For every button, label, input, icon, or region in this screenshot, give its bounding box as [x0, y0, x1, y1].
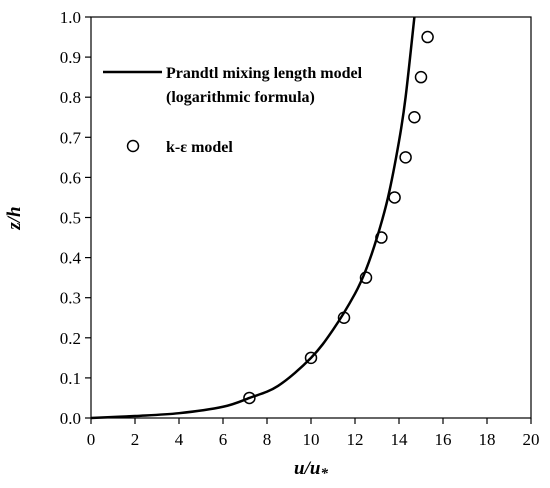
legend: Prandtl mixing length model (logarithmic…: [103, 65, 363, 156]
y-axis-title: z/h: [4, 206, 25, 230]
x-tick-label: 0: [87, 430, 96, 449]
k-epsilon-point: [399, 151, 412, 164]
y-tick-label: 0.1: [60, 369, 81, 388]
k-epsilon-point: [375, 231, 388, 244]
y-tick-label: 0.7: [60, 128, 82, 147]
x-axis-title-main: u/u: [294, 458, 320, 479]
k-epsilon-point: [359, 271, 373, 284]
y-tick-label: 0.8: [60, 88, 81, 107]
k-epsilon-point: [388, 191, 401, 204]
legend-label-k-epsilon: k-ε model: [166, 139, 233, 156]
legend-marker-swatch: [126, 139, 140, 153]
x-tick-label: 20: [523, 430, 540, 449]
k-epsilon-point: [304, 351, 318, 365]
k-epsilon-point: [337, 311, 351, 324]
k-epsilon-marker-layer: [243, 30, 434, 405]
x-tick-label: 16: [435, 430, 452, 449]
x-axis-ticks: 0 2 4 6 8 10 12 14 16 18 20: [87, 418, 540, 449]
k-epsilon-point: [414, 70, 428, 84]
x-tick-label: 10: [303, 430, 320, 449]
x-tick-label: 14: [391, 430, 409, 449]
x-tick-label: 12: [347, 430, 364, 449]
k-epsilon-point: [243, 391, 256, 405]
k-epsilon-point: [421, 30, 434, 44]
legend-label-prandtl-line2: (logarithmic formula): [166, 89, 315, 106]
x-axis-title-subscript: *: [320, 466, 328, 482]
y-tick-label: 0.3: [60, 289, 81, 308]
x-tick-label: 18: [479, 430, 496, 449]
x-tick-label: 4: [175, 430, 184, 449]
y-tick-label: 0.5: [60, 209, 81, 228]
x-tick-label: 6: [219, 430, 228, 449]
y-tick-label: 0.6: [60, 168, 81, 187]
y-tick-label: 0.2: [60, 329, 81, 348]
x-axis-title: u/u*: [294, 458, 328, 482]
y-tick-label: 1.0: [60, 8, 81, 27]
k-epsilon-point: [408, 111, 421, 124]
y-tick-label: 0.4: [60, 249, 82, 268]
legend-label-prandtl: Prandtl mixing length model: [166, 65, 363, 82]
prandtl-curve-layer: [90, 16, 416, 420]
y-tick-label: 0.0: [60, 409, 81, 428]
y-tick-label: 0.9: [60, 48, 81, 67]
x-tick-label: 8: [263, 430, 272, 449]
prandtl-curve: [90, 16, 416, 420]
x-tick-label: 2: [131, 430, 140, 449]
y-axis-ticks: 0.0 0.1 0.2 0.3 0.4 0.5 0.6 0.7 0.8 0.9 1.0: [60, 8, 91, 428]
